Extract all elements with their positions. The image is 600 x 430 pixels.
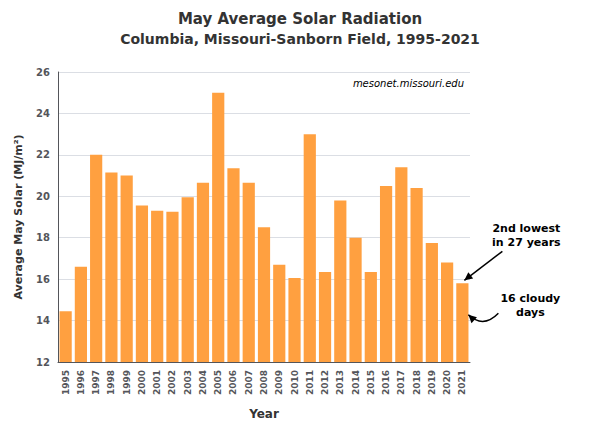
svg-text:12: 12 xyxy=(36,357,50,368)
svg-text:22: 22 xyxy=(36,149,50,160)
svg-text:18: 18 xyxy=(36,232,50,243)
svg-text:2005: 2005 xyxy=(213,370,223,395)
svg-text:2nd lowest: 2nd lowest xyxy=(492,222,560,235)
svg-text:days: days xyxy=(516,306,545,319)
svg-text:2012: 2012 xyxy=(320,370,330,395)
svg-text:Average May Solar (MJ/m²): Average May Solar (MJ/m²) xyxy=(12,134,25,299)
svg-text:2008: 2008 xyxy=(259,370,269,395)
svg-text:in 27 years: in 27 years xyxy=(492,236,561,249)
svg-text:2015: 2015 xyxy=(366,370,376,395)
svg-text:2009: 2009 xyxy=(274,370,284,395)
svg-text:2016: 2016 xyxy=(381,370,391,395)
svg-text:26: 26 xyxy=(36,67,50,78)
svg-text:mesonet.missouri.edu: mesonet.missouri.edu xyxy=(353,78,464,89)
svg-text:2000: 2000 xyxy=(137,370,147,395)
svg-text:May Average Solar Radiation: May Average Solar Radiation xyxy=(178,10,422,28)
svg-text:20: 20 xyxy=(36,191,50,202)
svg-text:2010: 2010 xyxy=(290,370,300,395)
svg-text:2011: 2011 xyxy=(305,370,315,395)
svg-text:2014: 2014 xyxy=(351,370,361,395)
svg-text:2021: 2021 xyxy=(457,370,467,395)
svg-text:2019: 2019 xyxy=(427,370,437,395)
svg-text:Columbia, Missouri-Sanborn Fie: Columbia, Missouri-Sanborn Field, 1995-2… xyxy=(120,31,480,47)
svg-text:2018: 2018 xyxy=(412,370,422,395)
svg-text:Year: Year xyxy=(248,407,279,421)
svg-text:2017: 2017 xyxy=(396,370,406,395)
svg-text:2007: 2007 xyxy=(244,370,254,395)
svg-text:1995: 1995 xyxy=(61,370,71,395)
svg-text:2003: 2003 xyxy=(183,370,193,395)
svg-text:2013: 2013 xyxy=(335,370,345,395)
svg-text:1997: 1997 xyxy=(91,370,101,395)
svg-text:16: 16 xyxy=(36,274,50,285)
svg-text:14: 14 xyxy=(36,315,50,326)
svg-text:1999: 1999 xyxy=(122,370,132,395)
svg-text:2006: 2006 xyxy=(228,370,238,395)
svg-text:24: 24 xyxy=(36,108,50,119)
svg-text:16 cloudy: 16 cloudy xyxy=(500,292,560,305)
svg-text:2020: 2020 xyxy=(442,370,452,395)
svg-text:2004: 2004 xyxy=(198,370,208,395)
svg-text:2002: 2002 xyxy=(167,370,177,395)
svg-text:1998: 1998 xyxy=(106,370,116,395)
svg-text:1996: 1996 xyxy=(76,370,86,395)
svg-text:2001: 2001 xyxy=(152,370,162,395)
